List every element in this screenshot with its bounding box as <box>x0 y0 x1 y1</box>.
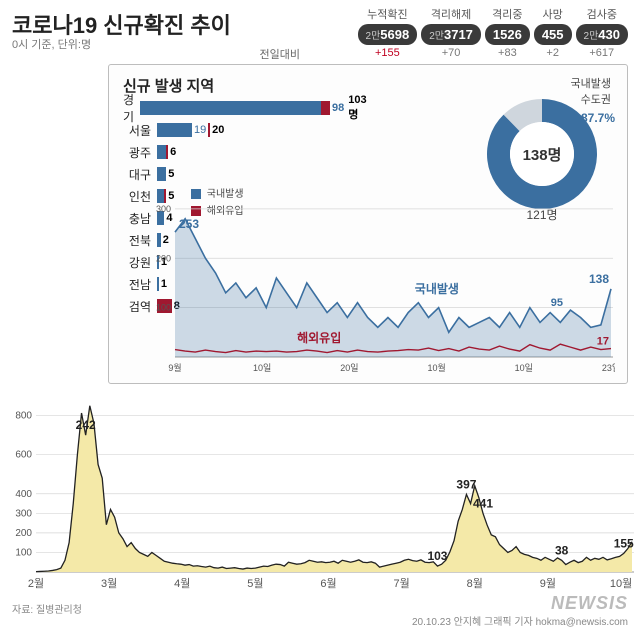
svg-text:200: 200 <box>15 528 32 539</box>
svg-text:17: 17 <box>597 336 609 348</box>
trend-chart: 100 200 300 9월 10일 20일 10월 10일 23일 253 138 95 17 국내발생… <box>155 195 615 375</box>
svg-text:6월: 6월 <box>320 577 336 590</box>
svg-text:138: 138 <box>589 272 609 286</box>
svg-text:10월: 10월 <box>610 577 632 590</box>
stat-row: 누적확진 2만5698 +155격리해제 2만3717 +70격리중 1526 … <box>358 6 628 59</box>
svg-text:397: 397 <box>456 477 476 491</box>
svg-text:4월: 4월 <box>174 577 190 590</box>
newsis-logo: NEWSIS <box>551 593 628 614</box>
stat-0: 누적확진 2만5698 +155 <box>358 6 418 59</box>
svg-text:5월: 5월 <box>247 577 263 590</box>
delta-label: 전일대비 <box>260 46 300 62</box>
svg-text:23일: 23일 <box>602 363 615 373</box>
byline: 20.10.23 안지혜 그래픽 기자 hokma@newsis.com <box>412 613 628 628</box>
donut-pct: 87.7% <box>581 111 615 125</box>
svg-text:300: 300 <box>156 204 171 214</box>
svg-text:국내발생: 국내발생 <box>415 281 459 296</box>
region-row: 대구5 <box>123 163 363 185</box>
svg-text:441: 441 <box>473 496 493 510</box>
region-row: 광주6 <box>123 141 363 163</box>
svg-text:해외유입: 해외유입 <box>297 330 341 345</box>
svg-text:38: 38 <box>555 543 569 557</box>
stat-1: 격리해제 2만3717 +70 <box>421 6 481 59</box>
svg-text:20일: 20일 <box>340 363 358 373</box>
svg-text:9월: 9월 <box>540 577 556 590</box>
main-chart: 100 200 300 400 600 800 2월 3월 4월 5월 6월 7월 8월 9월 10월 242… <box>2 392 638 592</box>
stat-3: 사망 455 +2 <box>534 6 572 59</box>
region-row: 경기98103명 <box>123 97 363 119</box>
region-row: 서울1920 <box>123 119 363 141</box>
footer-source: 자료: 질병관리청 <box>12 601 82 616</box>
svg-text:10월: 10월 <box>427 362 445 373</box>
svg-text:242: 242 <box>76 418 96 432</box>
svg-text:155: 155 <box>614 536 634 550</box>
svg-text:100: 100 <box>15 547 32 558</box>
svg-text:253: 253 <box>179 217 199 231</box>
inset-panel: 신규 발생 지역 경기98103명서울1920광주6대구5인천5충남4전북2강원… <box>108 64 628 384</box>
svg-text:200: 200 <box>156 253 171 263</box>
svg-text:7월: 7월 <box>394 577 410 590</box>
svg-text:100: 100 <box>156 303 171 313</box>
svg-text:3월: 3월 <box>101 577 117 590</box>
svg-text:103: 103 <box>427 549 447 563</box>
stat-4: 검사중 2만430 +617 <box>576 6 628 59</box>
svg-text:600: 600 <box>15 450 32 461</box>
svg-text:800: 800 <box>15 411 32 422</box>
svg-text:95: 95 <box>551 297 563 309</box>
svg-text:9월: 9월 <box>168 362 181 373</box>
svg-text:10일: 10일 <box>515 363 533 373</box>
page-subtitle: 0시 기준, 단위:명 <box>12 36 91 52</box>
svg-text:8월: 8월 <box>467 577 483 590</box>
stat-2: 격리중 1526 +83 <box>485 6 530 59</box>
svg-text:2월: 2월 <box>28 577 44 590</box>
svg-text:400: 400 <box>15 489 32 500</box>
svg-text:300: 300 <box>15 508 32 519</box>
svg-text:10일: 10일 <box>253 363 271 373</box>
